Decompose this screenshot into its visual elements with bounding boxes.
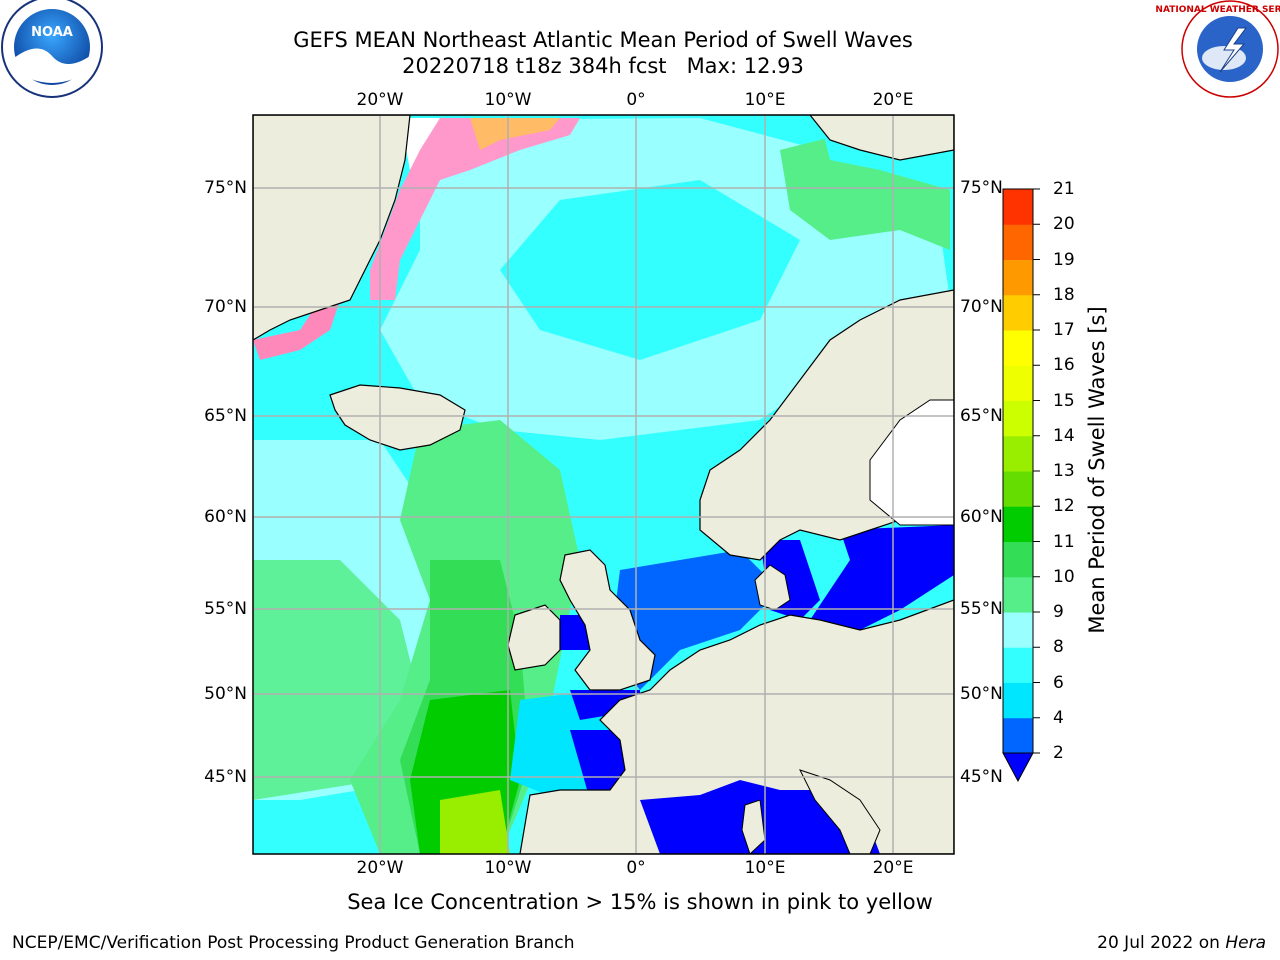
credit-line: NCEP/EMC/Verification Post Processing Pr… — [12, 933, 575, 953]
noaa-logo: NOAA — [1, 0, 103, 98]
land-ireland — [507, 604, 561, 671]
colorbar-segment — [1003, 717, 1033, 754]
sea-ice-greenland-south — [253, 300, 340, 360]
colorbar-tick-label: 2 — [1053, 743, 1064, 763]
lon-label-top-20e: 20°E — [872, 90, 914, 110]
lon-label-bottom-20w: 20°W — [356, 858, 404, 878]
map-area — [253, 115, 954, 854]
colorbar-segment — [1003, 435, 1033, 472]
land-greenland — [253, 115, 411, 341]
lat-label-right-50n: 50°N — [960, 684, 1003, 704]
lat-label-right-65n: 65°N — [960, 406, 1003, 426]
land-italy — [799, 769, 881, 854]
land-corsica-sardinia — [741, 799, 766, 854]
lat-label-left-70n: 70°N — [204, 297, 247, 317]
colorbar-under-arrow — [1002, 752, 1034, 783]
lat-label-left-55n: 55°N — [204, 599, 247, 619]
lat-label-left-65n: 65°N — [204, 406, 247, 426]
colorbar-segment — [1003, 682, 1033, 719]
lon-label-top-10e: 10°E — [744, 90, 786, 110]
lon-label-bottom-10e: 10°E — [744, 858, 786, 878]
chart-title: GEFS MEAN Northeast Atlantic Mean Period… — [293, 28, 913, 52]
colorbar-tick-label: 19 — [1053, 249, 1075, 270]
host-name: Hera — [1225, 933, 1266, 953]
colorbar-segment — [1003, 259, 1033, 296]
lon-label-bottom-0: 0° — [626, 858, 646, 878]
lat-label-left-60n: 60°N — [204, 507, 247, 527]
colorbar-segment — [1003, 400, 1033, 437]
colorbar-segment — [1003, 506, 1033, 542]
colorbar-segment — [1003, 365, 1033, 401]
nws-logo: NATIONAL WEATHER SERVICE — [1155, 0, 1280, 98]
ocean-patch-yellowgreen — [440, 790, 510, 854]
colorbar-tick-label: 12 — [1053, 496, 1075, 517]
colorbar-tick-label: 15 — [1053, 390, 1075, 411]
lon-label-bottom-10w: 10°W — [484, 858, 532, 878]
colorbar-tick-label: 4 — [1053, 707, 1064, 728]
lat-label-left-75n: 75°N — [204, 178, 247, 198]
colorbar-tick-label: 21 — [1053, 179, 1075, 199]
colorbar-tick-label: 18 — [1053, 284, 1075, 305]
lat-label-left-50n: 50°N — [204, 684, 247, 704]
colorbar-segment — [1003, 471, 1033, 507]
ocean-patch-mid-north — [500, 180, 800, 360]
lon-label-top-10w: 10°W — [484, 90, 532, 110]
colorbar-tick-label: 13 — [1053, 461, 1075, 481]
colorbar-tick-label: 17 — [1053, 320, 1075, 340]
colorbar-tick-label: 8 — [1053, 637, 1064, 658]
date-line: 20 Jul 2022 on Hera — [1097, 933, 1266, 953]
colorbar-segment — [1003, 576, 1033, 613]
lat-label-right-75n: 75°N — [960, 178, 1003, 198]
chart-subtitle: 20220718 t18z 384h fcst Max: 12.93 — [402, 54, 804, 78]
colorbar-frame — [1002, 188, 1034, 754]
map-frame — [252, 114, 955, 855]
lat-label-right-45n: 45°N — [960, 767, 1003, 787]
svg-text:NOAA: NOAA — [31, 25, 73, 40]
graticule — [253, 115, 954, 854]
lat-label-left-45n: 45°N — [204, 767, 247, 787]
colorbar — [1002, 188, 1040, 783]
sea-ice-band — [370, 118, 580, 300]
lat-label-right-60n: 60°N — [960, 507, 1003, 527]
colorbar-tick-label: 10 — [1053, 566, 1075, 587]
colorbar-tick-label: 16 — [1053, 355, 1075, 376]
land-svalbard — [809, 115, 954, 161]
lon-label-top-20w: 20°W — [356, 90, 404, 110]
colorbar-segment — [1003, 647, 1033, 683]
lon-label-bottom-20e: 20°E — [872, 858, 914, 878]
colorbar-tick-label: 6 — [1053, 672, 1064, 693]
colorbar-tick-label: 14 — [1053, 425, 1075, 446]
svg-text:NATIONAL WEATHER SERVICE: NATIONAL WEATHER SERVICE — [1155, 5, 1280, 15]
colorbar-segment — [1003, 541, 1033, 578]
colorbar-tick-label: 9 — [1053, 602, 1064, 622]
land-denmark — [754, 564, 791, 611]
land-great-britain — [559, 549, 656, 691]
date-text: 20 Jul 2022 on — [1097, 933, 1220, 953]
colorbar-segment — [1003, 612, 1033, 648]
lat-label-right-70n: 70°N — [960, 297, 1003, 317]
land-iceland — [329, 384, 466, 451]
colorbar-segment — [1003, 189, 1033, 225]
sea-ice-band-yellow — [470, 118, 560, 150]
colorbar-tick-label: 20 — [1053, 214, 1075, 235]
lon-label-top-0: 0° — [626, 90, 646, 110]
colorbar-segment — [1003, 330, 1033, 366]
ocean-patch-blue-baltic-main — [810, 525, 954, 630]
sea-ice-note: Sea Ice Concentration > 15% is shown in … — [347, 890, 933, 914]
lat-label-right-55n: 55°N — [960, 599, 1003, 619]
colorbar-segment — [1003, 294, 1033, 331]
colorbar-tick-label: 11 — [1053, 531, 1075, 552]
colorbar-segment — [1003, 224, 1033, 260]
colorbar-label: Mean Period of Swell Waves [s] — [1085, 306, 1109, 634]
